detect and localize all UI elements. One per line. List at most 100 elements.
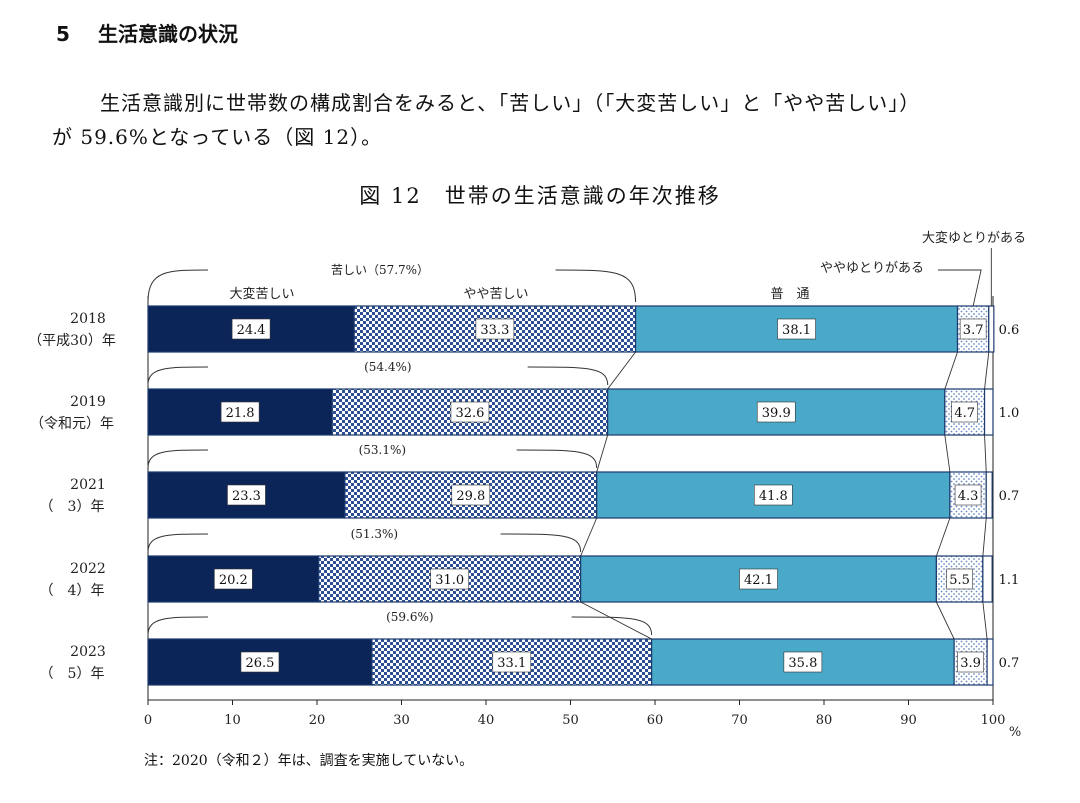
section-title: 5 生活意識の状況 [56,18,238,47]
category-year-label: 2019 [70,394,106,410]
brace-left [147,616,209,636]
data-label-box [451,484,491,506]
data-label: 33.1 [497,656,526,671]
data-label-box [946,568,973,590]
x-tick-label: 100 [981,713,1006,728]
data-label: 31.0 [435,573,464,588]
bar-segment [986,638,994,686]
data-label: 4.3 [958,489,979,504]
category-era-label: （ 5）年 [40,666,105,682]
kurushii-total-label: 苦しい（57.7%） [331,263,429,277]
connector-line [596,434,609,473]
section-heading: 生活意識の状況 [98,22,238,46]
connector-line [944,351,958,390]
data-label: 29.8 [456,489,485,504]
brace-left [147,269,209,303]
kurushii-total-label: (54.4%) [364,360,411,374]
bar-segment [982,555,993,603]
data-label: 5.5 [949,573,970,588]
bar-segment [331,388,609,436]
data-label: 20.2 [219,573,248,588]
data-label-box [214,568,253,590]
bar-segment [988,305,995,353]
data-label-box [959,318,987,340]
data-label: 26.5 [245,656,274,671]
kurushii-total-label: (51.3%) [351,527,398,541]
category-era-label: （ 3）年 [40,499,105,515]
legend-label: 大変苦しい [229,286,294,302]
data-label: 0.6 [999,323,1020,338]
brace-right [555,269,637,303]
data-label: 1.0 [999,406,1020,421]
data-label-box [753,484,793,506]
data-label-box [756,401,796,423]
data-label-box [954,484,982,506]
connector-line [984,351,990,390]
x-tick-label: 50 [562,713,579,728]
x-tick-label: 30 [393,713,410,728]
x-tick-label: 20 [309,713,326,728]
bar-segment [985,471,993,519]
data-label: 4.7 [954,406,975,421]
x-tick-label: 40 [478,713,495,728]
connector-line [935,517,951,557]
data-label-box [951,401,978,423]
connector-line [935,601,955,640]
x-tick-label: 90 [900,713,917,728]
brace-left [147,366,209,386]
footnote: 注：2020（令和２）年は、調査を実施していない。 [144,753,474,769]
data-label-box [220,401,260,423]
brace-right [500,533,582,553]
connector-line [580,601,652,640]
data-label-box [739,568,778,590]
connector-line [580,517,598,557]
data-label: 32.6 [455,406,484,421]
data-label-box [957,651,984,673]
kurushii-total-label: (59.6%) [386,610,433,624]
data-label-box [231,318,271,340]
data-label-box [475,318,515,340]
legend-label: 大変ゆとりがある [922,230,1026,246]
data-label: 33.3 [480,323,509,338]
legend-label: 普 通 [770,287,809,302]
brace-right [571,616,653,636]
category-era-label: （平成30）年 [28,333,116,349]
x-tick-label: 10 [224,713,241,728]
data-label: 38.1 [782,323,811,338]
category-year-label: 2023 [70,644,106,660]
brace-right [516,449,598,469]
data-label: 0.7 [999,489,1020,504]
data-label-box [450,401,490,423]
data-label-box [492,651,532,673]
x-tick-label: 70 [731,713,748,728]
connector-line [982,601,988,640]
legend-label: やや苦しい [463,286,528,302]
data-label: 23.3 [232,489,261,504]
connector-line [944,434,951,473]
data-label: 1.1 [999,573,1020,588]
x-unit-label: % [1009,725,1021,740]
category-year-label: 2018 [70,311,106,327]
data-label-box [430,568,469,590]
brace-left [147,533,209,553]
data-label-box [783,651,823,673]
kurushii-total-label: (53.1%) [359,443,406,457]
legend-label: ややゆとりがある [820,261,924,276]
connector-line [607,351,636,390]
data-label: 24.4 [237,323,266,338]
data-label: 3.9 [960,656,981,671]
category-year-label: 2022 [70,561,106,577]
x-tick-label: 0 [144,713,152,728]
category-year-label: 2021 [70,477,106,493]
category-era-label: （令和元）年 [30,416,114,432]
data-label: 41.8 [759,489,788,504]
brace-left [147,449,209,469]
x-tick-label: 60 [647,713,664,728]
data-label-box [227,484,266,506]
connector-line [982,517,987,557]
summary-paragraph: 生活意識別に世帯数の構成割合をみると、「苦しい」（「大変苦しい」と「やや苦しい」… [52,86,1076,154]
data-label: 35.8 [788,656,817,671]
leader-line [938,269,982,307]
data-label: 0.7 [999,656,1020,671]
